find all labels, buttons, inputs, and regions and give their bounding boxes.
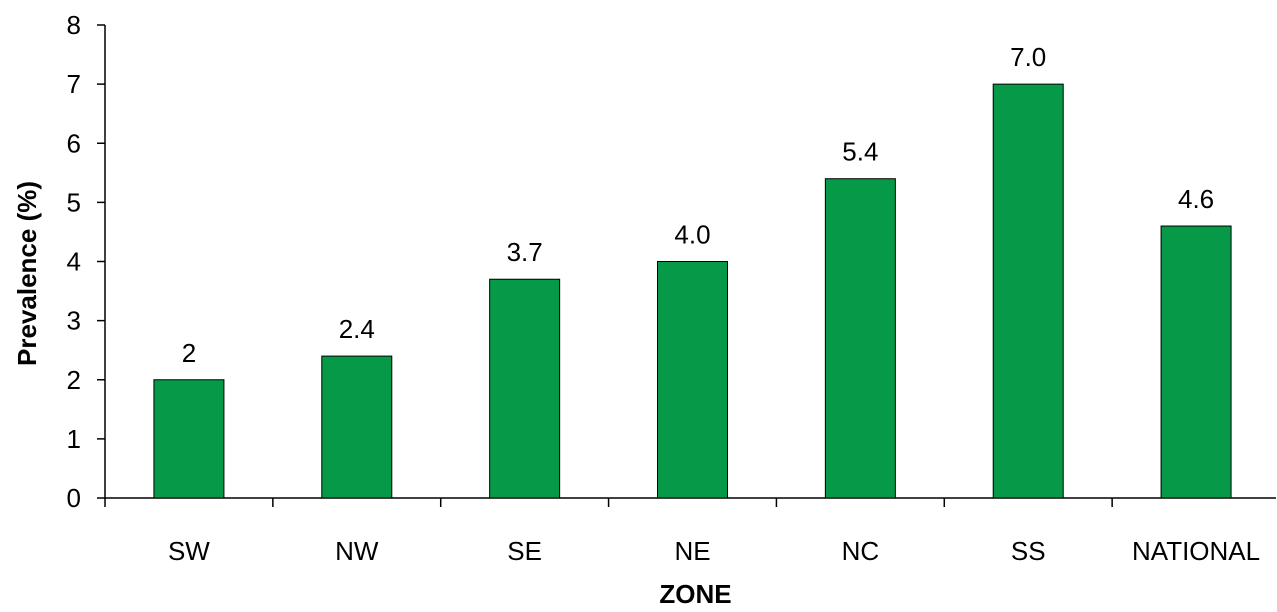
data-label-national: 4.6 <box>1178 184 1214 214</box>
y-tick-label: 5 <box>67 187 81 217</box>
bar-nw <box>321 355 393 499</box>
y-axis: 0 1 2 3 4 5 6 7 8 <box>67 10 106 513</box>
bar-nc <box>824 178 896 499</box>
y-tick-label: 7 <box>67 69 81 99</box>
x-axis-title: ZONE <box>659 579 731 609</box>
y-tick-label: 6 <box>67 128 81 158</box>
data-label-ss: 7.0 <box>1010 42 1046 72</box>
bars <box>153 83 1232 499</box>
data-labels: 2 2.4 3.7 4.0 5.4 7.0 4.6 <box>182 42 1214 368</box>
x-axis: SW NW SE NE NC SS NATIONAL <box>104 497 1276 566</box>
bar-ne <box>657 261 728 499</box>
data-label-se: 3.7 <box>507 237 543 267</box>
y-axis-title: Prevalence (%) <box>12 181 42 366</box>
y-tick-label: 4 <box>67 247 81 277</box>
x-tick-label: SW <box>168 536 210 566</box>
x-tick-label: SS <box>1011 536 1046 566</box>
y-tick-label: 1 <box>67 424 81 454</box>
y-tick-label: 3 <box>67 306 81 336</box>
bar-sw <box>153 379 225 499</box>
x-tick-label: SE <box>507 536 542 566</box>
y-tick-label: 8 <box>67 10 81 40</box>
y-tick-label: 0 <box>67 483 81 513</box>
x-tick-label: NW <box>335 536 379 566</box>
data-label-nw: 2.4 <box>339 314 375 344</box>
bar-national <box>1160 225 1232 499</box>
data-label-sw: 2 <box>182 338 196 368</box>
bar-se <box>489 278 561 499</box>
y-tick-label: 2 <box>67 365 81 395</box>
x-tick-label: NATIONAL <box>1132 536 1260 566</box>
data-label-ne: 4.0 <box>674 220 710 250</box>
x-tick-label: NC <box>842 536 880 566</box>
data-label-nc: 5.4 <box>842 137 878 167</box>
x-tick-label: NE <box>674 536 710 566</box>
bar-ss <box>992 83 1064 499</box>
